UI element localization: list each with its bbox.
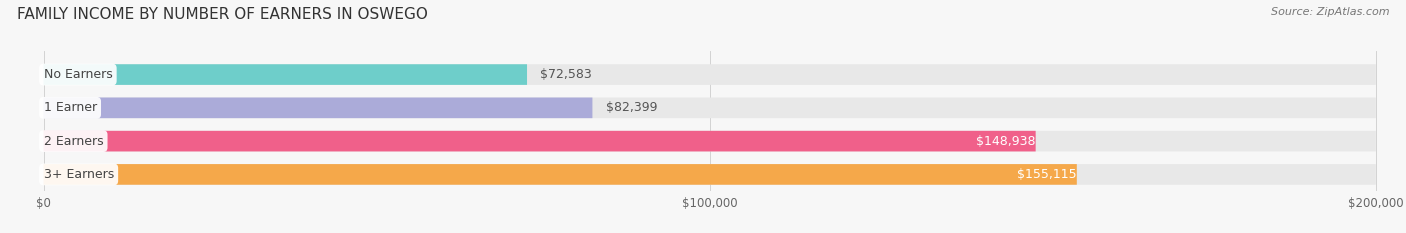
Text: 2 Earners: 2 Earners xyxy=(44,135,103,148)
Text: FAMILY INCOME BY NUMBER OF EARNERS IN OSWEGO: FAMILY INCOME BY NUMBER OF EARNERS IN OS… xyxy=(17,7,427,22)
FancyBboxPatch shape xyxy=(44,98,1376,118)
FancyBboxPatch shape xyxy=(44,131,1376,151)
Text: No Earners: No Earners xyxy=(44,68,112,81)
Text: $82,399: $82,399 xyxy=(606,101,657,114)
FancyBboxPatch shape xyxy=(44,164,1376,185)
FancyBboxPatch shape xyxy=(44,131,1036,151)
Text: 3+ Earners: 3+ Earners xyxy=(44,168,114,181)
FancyBboxPatch shape xyxy=(44,64,527,85)
Text: $148,938: $148,938 xyxy=(976,135,1036,148)
FancyBboxPatch shape xyxy=(44,98,592,118)
Text: $155,115: $155,115 xyxy=(1017,168,1077,181)
Text: 1 Earner: 1 Earner xyxy=(44,101,97,114)
Text: Source: ZipAtlas.com: Source: ZipAtlas.com xyxy=(1271,7,1389,17)
Text: $72,583: $72,583 xyxy=(540,68,592,81)
FancyBboxPatch shape xyxy=(44,164,1077,185)
FancyBboxPatch shape xyxy=(44,64,1376,85)
